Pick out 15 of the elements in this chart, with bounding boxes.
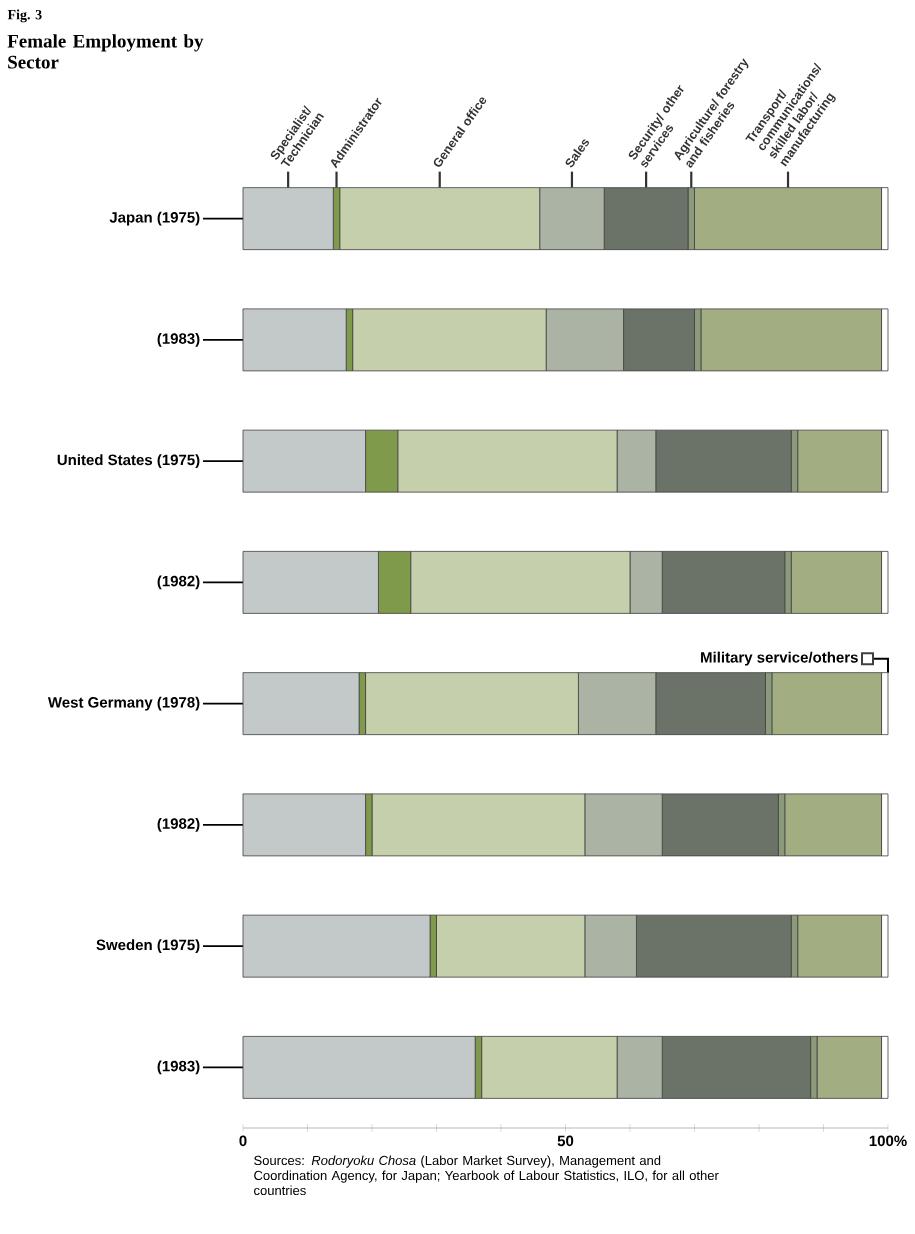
source-note: Sources: Rodoryoku Chosa (Labor Market Survey), Management and Coordination Agency, for Japan; Yearbook of Labour Statistics, ILO, for all other countries: [254, 1155, 719, 1196]
y-tick-label: United States (1975): [57, 454, 200, 469]
chart-title: Female Employment by Sector: [7, 34, 204, 69]
caption: Fig. 3: [7, 9, 42, 23]
x-tick-label: 0: [239, 1135, 247, 1147]
y-tick-label: (1983): [157, 1060, 200, 1075]
legend-label: Military service/others: [701, 651, 858, 666]
y-tick-label: (1983): [157, 332, 200, 347]
y-tick-label: (1982): [157, 817, 200, 832]
y-tick-label: Japan (1975): [109, 211, 200, 226]
y-tick-label: West Germany (1978): [47, 696, 200, 711]
y-tick-label: Sweden (1975): [96, 939, 200, 954]
x-tick-label: 100%: [869, 1135, 907, 1147]
x-tick-label: 50: [557, 1135, 574, 1147]
y-tick-label: (1982): [157, 575, 200, 590]
